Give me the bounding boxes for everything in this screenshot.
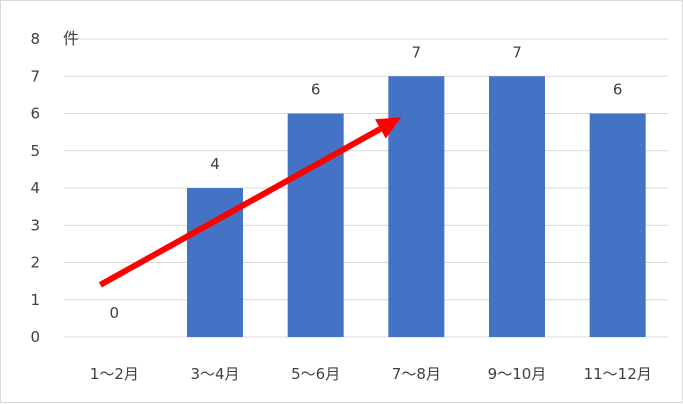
category-label: 7～8月 <box>392 365 441 383</box>
bar <box>589 113 646 337</box>
y-tick-label: 8 <box>30 30 40 48</box>
data-label: 6 <box>613 81 623 99</box>
category-label: 11～12月 <box>584 365 652 383</box>
y-tick-label: 2 <box>30 254 40 272</box>
category-label: 1～2月 <box>90 365 139 383</box>
trend-arrow-shaft <box>98 126 382 288</box>
y-tick-label: 5 <box>30 142 40 160</box>
data-label: 7 <box>512 43 522 61</box>
bar <box>287 113 344 337</box>
y-tick-label: 1 <box>30 291 40 309</box>
data-label: 4 <box>210 155 220 173</box>
category-label: 9～10月 <box>488 365 547 383</box>
category-label: 5～6月 <box>291 365 340 383</box>
bar <box>489 76 545 337</box>
y-tick-label: 6 <box>30 105 40 123</box>
data-label: 0 <box>110 304 120 322</box>
y-axis-unit-label: 件 <box>63 29 79 48</box>
y-tick-label: 3 <box>30 216 40 234</box>
category-label: 3～4月 <box>190 365 239 383</box>
data-label: 7 <box>412 43 422 61</box>
trend-arrow-head <box>375 117 402 139</box>
y-tick-label: 0 <box>30 328 40 346</box>
data-label: 6 <box>311 81 321 99</box>
bar <box>388 76 445 337</box>
y-tick-label: 7 <box>30 67 40 85</box>
y-tick-label: 4 <box>30 179 40 197</box>
